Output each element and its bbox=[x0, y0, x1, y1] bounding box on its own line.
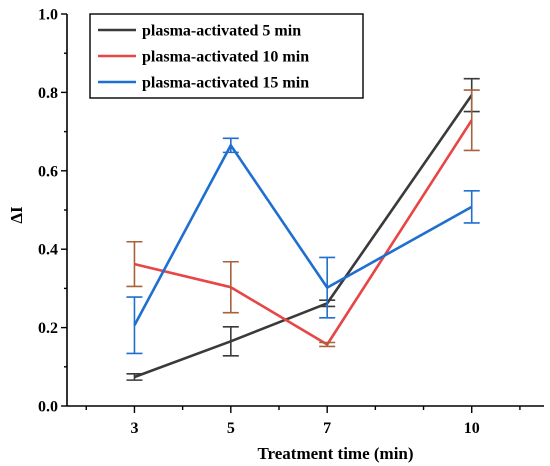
legend: plasma-activated 5 min plasma-activated 1… bbox=[89, 13, 364, 99]
legend-label-2: plasma-activated 10 min bbox=[142, 49, 309, 66]
x-tick-label: 7 bbox=[323, 420, 331, 437]
x-tick-label: 10 bbox=[464, 420, 480, 437]
y-axis-title: ΔI bbox=[7, 206, 26, 224]
y-tick-label: 0.0 bbox=[38, 399, 58, 416]
y-tick-label: 0.8 bbox=[38, 85, 58, 102]
x-axis-title: Treatment time (min) bbox=[257, 444, 413, 463]
legend-label-3: plasma-activated 15 min bbox=[142, 75, 309, 92]
y-tick-label: 0.2 bbox=[38, 320, 58, 337]
plot-area bbox=[126, 77, 480, 381]
y-tick-label: 1.0 bbox=[38, 7, 58, 24]
y-tick-label: 0.4 bbox=[38, 242, 58, 259]
axes: 0.0 0.2 0.4 0.6 0.8 1.0 3 5 7 10 bbox=[38, 7, 544, 437]
y-tick-label: 0.6 bbox=[38, 163, 58, 180]
legend-label-1: plasma-activated 5 min bbox=[142, 23, 301, 40]
x-tick-label: 5 bbox=[227, 420, 235, 437]
x-tick-label: 3 bbox=[130, 420, 138, 437]
series-line-2 bbox=[134, 119, 473, 346]
series-line-3 bbox=[133, 144, 473, 326]
series-line-1 bbox=[134, 94, 473, 379]
